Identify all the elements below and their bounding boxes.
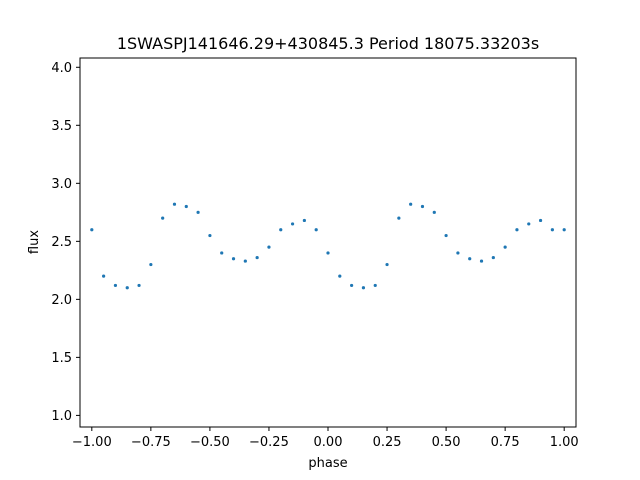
data-point [361, 286, 366, 290]
data-point [527, 222, 531, 226]
data-point [267, 245, 271, 249]
data-point [338, 274, 342, 278]
x-tick-label: 0.50 [432, 435, 461, 450]
y-tick-label: 3.5 [51, 119, 72, 134]
data-point [196, 210, 200, 214]
plot-area-frame [79, 57, 577, 428]
data-point [515, 228, 519, 232]
data-point [350, 283, 354, 288]
y-tick-label: 2.5 [51, 235, 72, 250]
data-point [302, 218, 306, 223]
x-tick-label: −0.25 [249, 435, 289, 450]
x-tick-label: 0.75 [491, 435, 520, 450]
data-point [420, 204, 425, 209]
y-tick-label: 3.0 [51, 177, 72, 192]
data-points [90, 202, 566, 290]
data-point [125, 286, 129, 290]
data-point [255, 255, 259, 260]
x-tick-label: 0.00 [314, 435, 343, 450]
data-point [538, 218, 543, 223]
data-point [562, 228, 566, 232]
data-point [432, 210, 436, 214]
data-point [102, 274, 106, 278]
data-point [184, 204, 188, 209]
x-tick-label: 0.25 [373, 435, 402, 450]
data-point [468, 257, 472, 261]
data-point [137, 283, 141, 288]
data-point [231, 257, 236, 261]
x-tick-label: −1.00 [72, 435, 112, 450]
data-point [290, 222, 295, 226]
data-point [550, 228, 554, 232]
data-point [90, 228, 94, 232]
data-point [243, 259, 247, 263]
x-tick-label: −0.75 [131, 435, 171, 450]
data-point [444, 233, 448, 238]
data-point [279, 228, 283, 232]
data-point [503, 245, 507, 249]
data-point [397, 216, 401, 220]
y-axis-label: flux [27, 230, 42, 254]
data-point [385, 262, 389, 267]
x-tick-label: 1.00 [550, 435, 579, 450]
data-point [172, 202, 177, 206]
y-axis: 1.0 1.5 2.0 2.5 3.0 3.5 4.0 [51, 61, 80, 424]
data-point [161, 216, 165, 220]
y-tick-label: 1.5 [51, 351, 72, 366]
data-point [479, 259, 484, 263]
data-point [373, 283, 377, 288]
y-tick-label: 1.0 [51, 409, 72, 424]
x-axis-label: phase [308, 456, 347, 471]
data-point [456, 251, 460, 255]
x-tick-label: −0.50 [190, 435, 230, 450]
y-tick-label: 2.0 [51, 293, 72, 308]
data-point [326, 251, 330, 255]
data-point [220, 251, 224, 255]
data-point [314, 228, 318, 232]
data-point [491, 255, 495, 260]
data-point [113, 283, 118, 288]
data-point [208, 233, 212, 238]
y-tick-label: 4.0 [51, 61, 72, 76]
chart-title: 1SWASPJ141646.29+430845.3 Period 18075.3… [117, 34, 539, 53]
data-point [409, 202, 413, 206]
x-axis: −1.00 −0.75 −0.50 −0.25 0.00 0.25 0.50 0.75 1.00 [72, 427, 579, 450]
data-point [149, 262, 153, 267]
